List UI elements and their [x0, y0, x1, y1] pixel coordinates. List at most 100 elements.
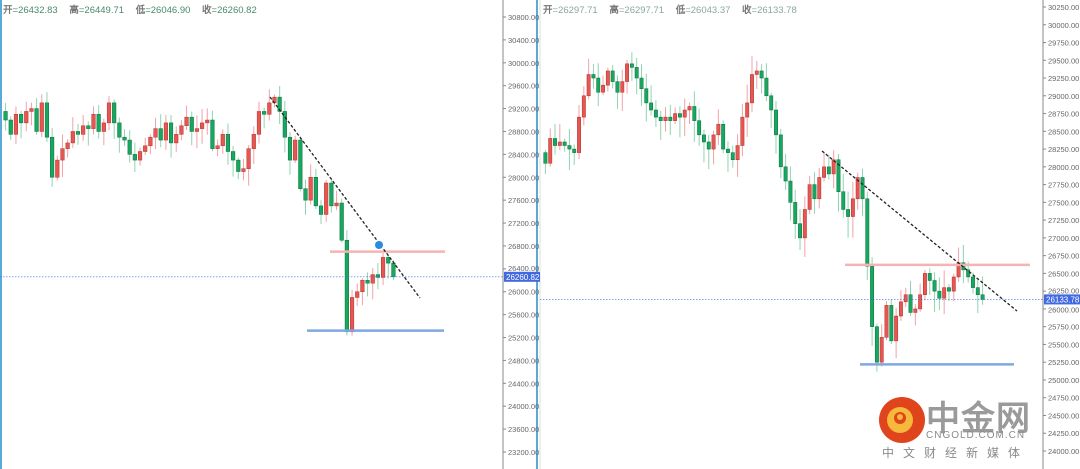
- low-label: 低: [135, 5, 146, 16]
- candle-down: [375, 274, 380, 278]
- candle-up: [60, 148, 65, 161]
- high-label: 高: [609, 5, 619, 16]
- y-tick-label: 29250.00: [1048, 74, 1079, 83]
- current-price-badge: [504, 271, 540, 282]
- candle-down: [596, 77, 601, 93]
- y-tick-label: 29500.00: [1048, 56, 1079, 65]
- candle-up: [293, 139, 298, 161]
- candle-up: [81, 125, 86, 135]
- y-tick-label: 25200.00: [508, 334, 539, 343]
- candle-down: [874, 326, 879, 363]
- candle-down: [168, 122, 174, 144]
- high-label: 高: [69, 5, 79, 16]
- candle-up: [581, 95, 586, 118]
- candle-down: [658, 116, 663, 121]
- open-value: 26432.83: [18, 5, 58, 16]
- candle-down: [908, 294, 913, 313]
- candle-down: [778, 134, 783, 168]
- candle-down: [692, 106, 697, 121]
- candle-up: [918, 294, 923, 310]
- candle-up: [673, 113, 678, 121]
- y-tick-label: 27750.00: [1048, 181, 1079, 190]
- candle-down: [591, 74, 596, 79]
- candle-down: [386, 257, 391, 264]
- candle-down: [726, 148, 730, 153]
- candle-up: [324, 182, 329, 215]
- candle-down: [697, 120, 702, 136]
- candle-up: [55, 159, 60, 178]
- candle-down: [947, 287, 951, 292]
- candle-down: [629, 63, 634, 68]
- y-tick-label: 30000.00: [508, 59, 539, 68]
- candle-up: [898, 301, 903, 317]
- candle-up: [548, 138, 553, 164]
- candle-down: [769, 95, 774, 111]
- current-price-label: 26133.78: [1046, 295, 1080, 304]
- candle-up: [884, 305, 889, 338]
- candle-down: [788, 180, 793, 203]
- y-tick-label: 27000.00: [1048, 234, 1079, 243]
- candle-down: [702, 134, 706, 143]
- candle-down: [298, 139, 303, 189]
- candle-down: [634, 67, 639, 79]
- y-tick-label: 28750.00: [1048, 110, 1079, 119]
- y-tick-label: 23200.00: [508, 448, 539, 457]
- candle-up: [29, 108, 34, 112]
- candle-down: [812, 184, 817, 200]
- y-tick-label: 29600.00: [508, 82, 539, 91]
- candle-up: [153, 128, 158, 138]
- candle-down: [841, 191, 846, 210]
- y-tick-label: 26500.00: [1048, 269, 1079, 278]
- candle-down: [553, 138, 557, 146]
- y-tick-label: 27250.00: [1048, 216, 1079, 225]
- candle-down: [122, 136, 127, 141]
- y-tick-label: 26800.00: [508, 242, 539, 251]
- candle-down: [932, 280, 937, 292]
- y-tick-label: 25750.00: [1048, 323, 1079, 332]
- candle-up: [802, 209, 807, 239]
- candle-down: [846, 209, 851, 217]
- open-label: 开: [3, 5, 13, 16]
- candle-up: [205, 119, 210, 124]
- candle-down: [971, 276, 975, 288]
- alert-marker-icon: [374, 240, 384, 250]
- y-tick-label: 29200.00: [508, 105, 539, 114]
- close-value: 26260.82: [217, 5, 257, 16]
- candle-up: [143, 145, 148, 152]
- trendline: [269, 96, 421, 299]
- candle-up: [370, 274, 375, 284]
- y-tick-label: 24000.00: [1048, 447, 1079, 456]
- candle-up: [716, 123, 721, 136]
- y-tick-label: 27600.00: [508, 196, 539, 205]
- candle-down: [339, 202, 344, 241]
- candle-down: [34, 108, 39, 132]
- candle-down: [344, 239, 349, 333]
- watermark-domain: CNGOLD.COM.CN: [926, 430, 1026, 441]
- candle-up: [903, 294, 908, 303]
- y-tick-label: 29750.00: [1048, 39, 1079, 48]
- candle-down: [132, 154, 137, 161]
- candle-down: [329, 182, 334, 207]
- y-tick-label: 30400.00: [508, 36, 539, 45]
- candle-up: [148, 136, 153, 147]
- candle-up: [663, 116, 668, 121]
- candle-down: [96, 114, 101, 132]
- y-tick-label: 25000.00: [1048, 376, 1079, 385]
- candle-down: [889, 305, 894, 342]
- candle-down: [236, 159, 241, 172]
- candle-up: [620, 81, 625, 93]
- candle-up: [194, 128, 199, 132]
- candle-up: [106, 102, 112, 124]
- candle-down: [937, 290, 942, 299]
- candle-down: [277, 96, 282, 112]
- open-label: 开: [543, 5, 553, 16]
- candle-down: [783, 166, 788, 182]
- y-tick-label: 26250.00: [1048, 286, 1079, 295]
- candle-up: [308, 177, 313, 201]
- y-tick-label: 23600.00: [508, 425, 539, 434]
- low-value: 26043.37: [690, 5, 731, 16]
- candle-up: [894, 315, 899, 342]
- candle-down: [677, 113, 682, 118]
- y-tick-label: 30250.00: [1048, 3, 1079, 12]
